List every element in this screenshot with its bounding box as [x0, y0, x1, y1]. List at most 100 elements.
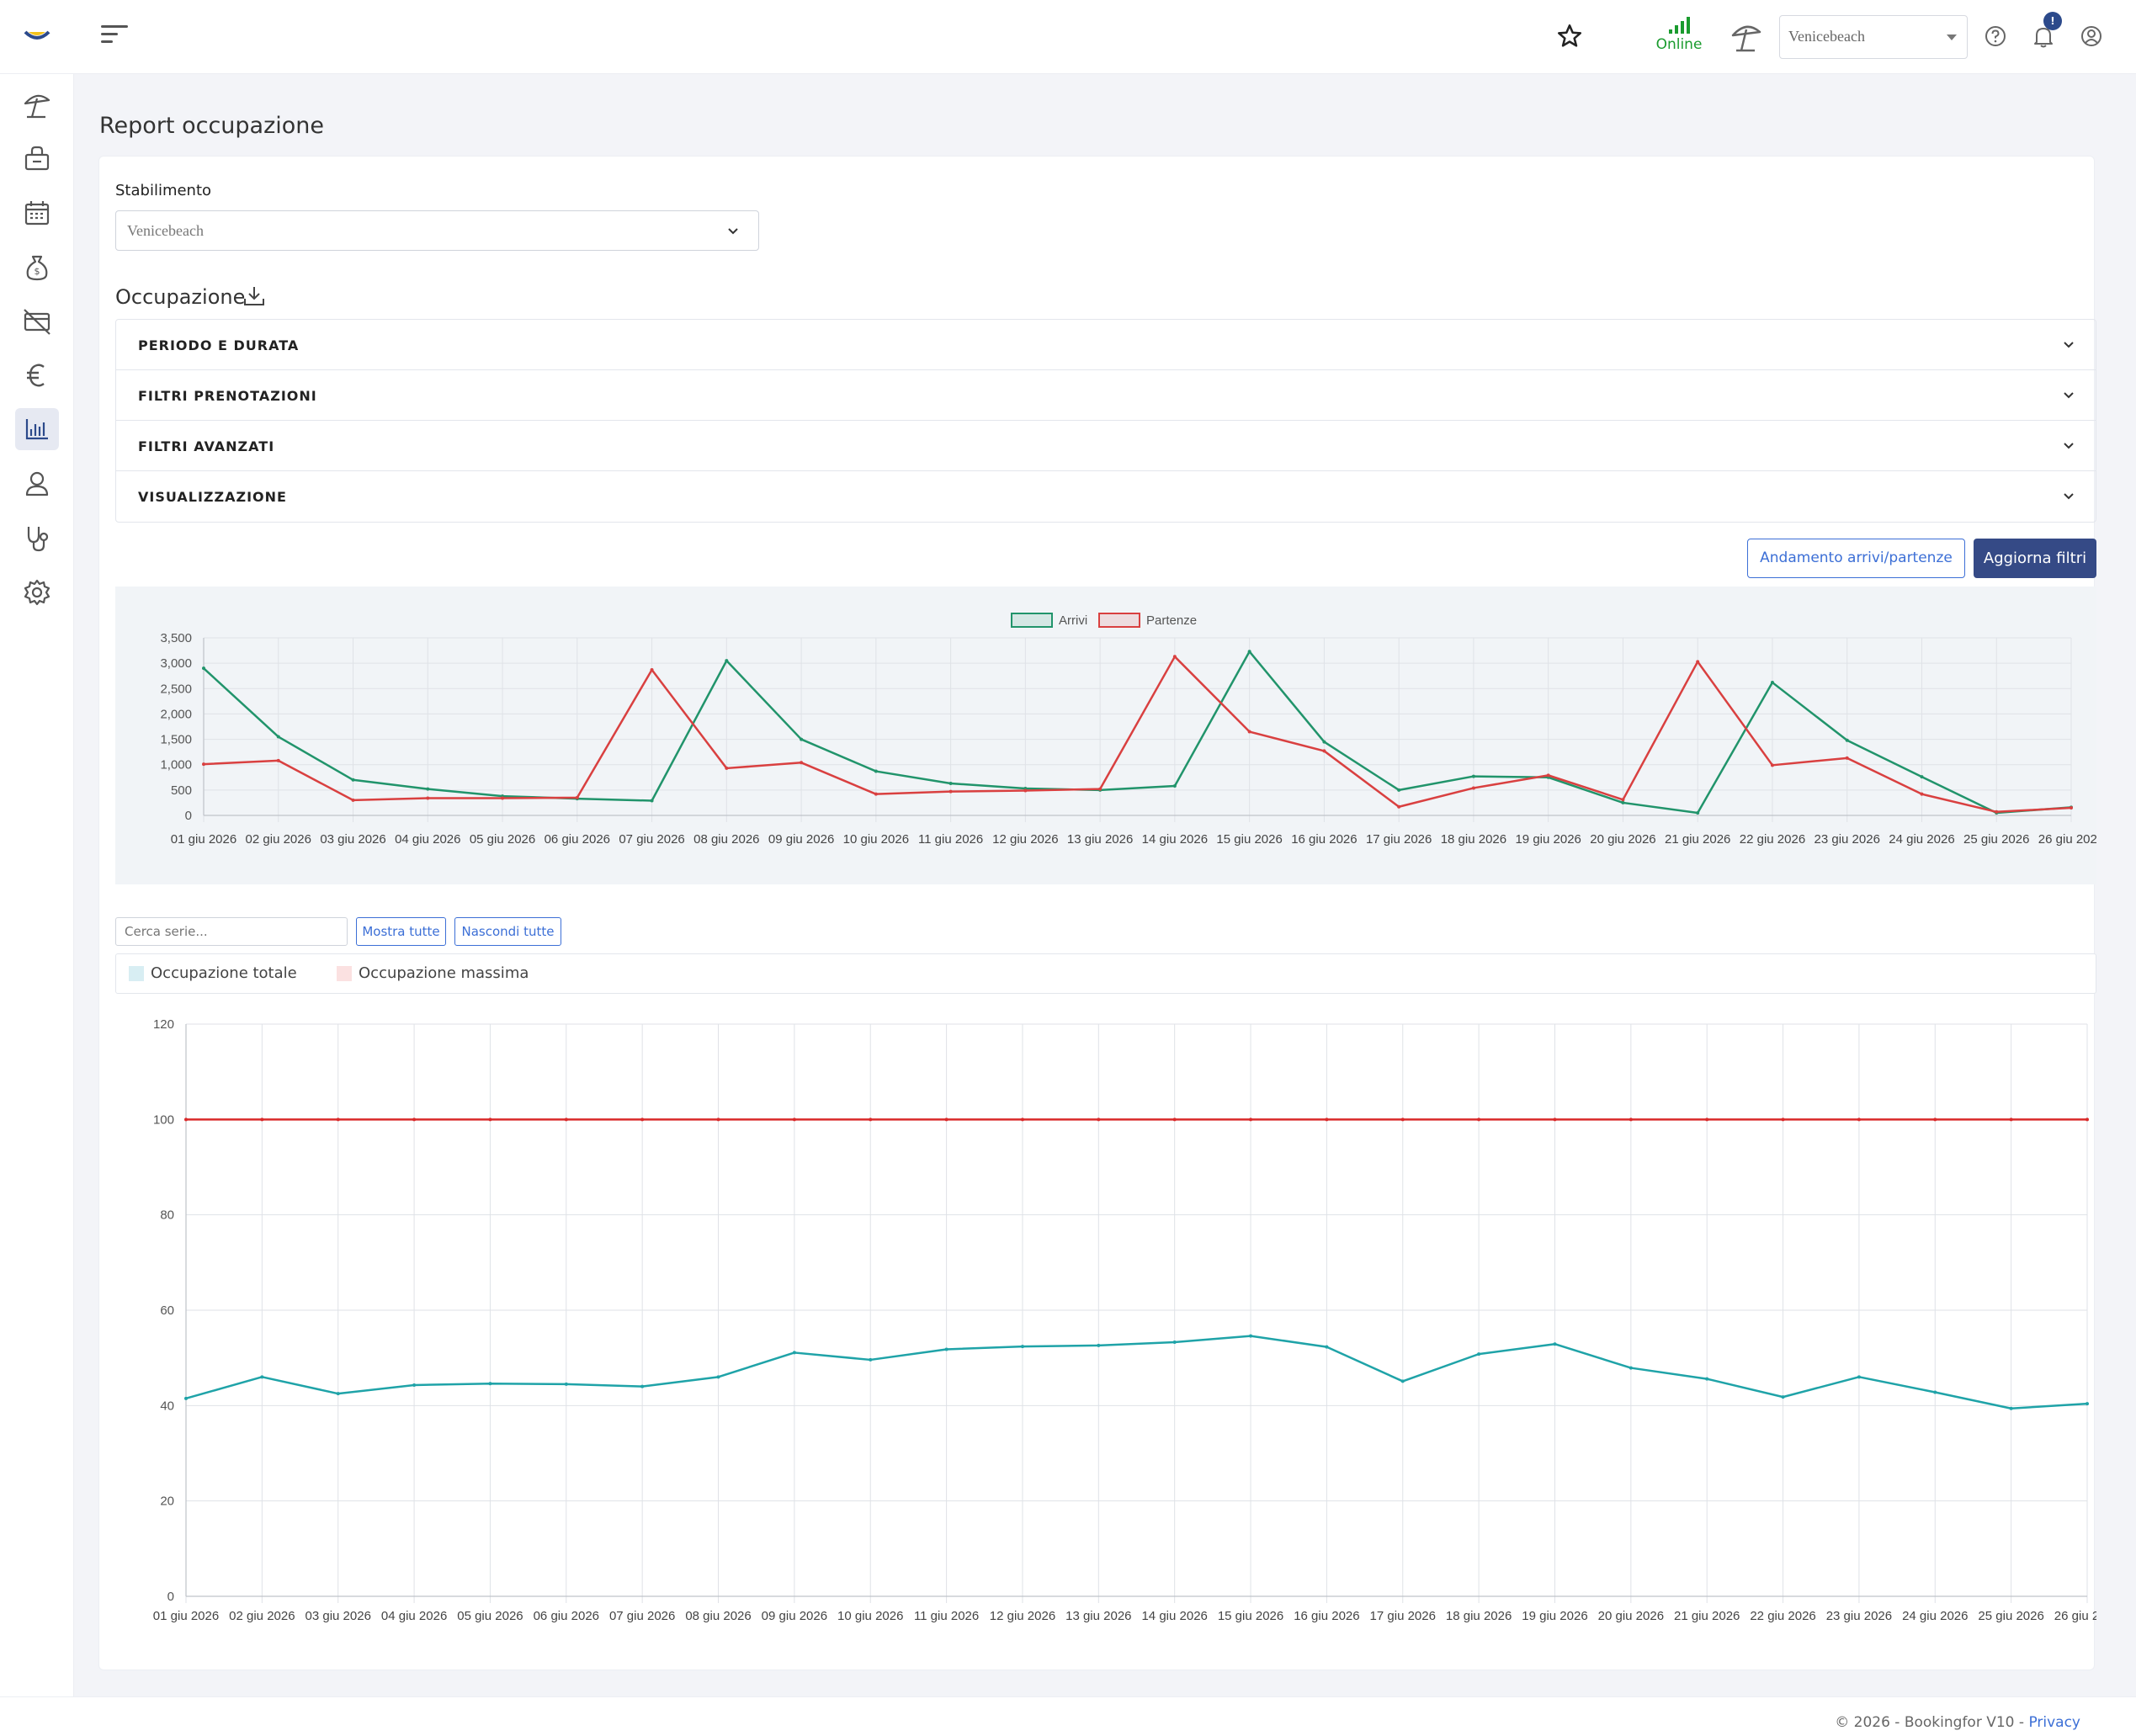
data-point	[874, 769, 878, 773]
x-tick-label: 24 giu 2026	[1889, 832, 1954, 847]
bar-chart-icon	[25, 419, 48, 440]
x-tick-label: 18 giu 2026	[1446, 1609, 1512, 1623]
hide-all-button[interactable]: Nascondi tutte	[454, 917, 561, 946]
accordion-periodo[interactable]: PERIODO E DURATA	[116, 320, 2096, 370]
x-tick-label: 08 giu 2026	[693, 832, 759, 847]
y-tick-label: 40	[160, 1399, 174, 1413]
x-tick-label: 22 giu 2026	[1740, 832, 1805, 847]
star-icon[interactable]	[1555, 22, 1584, 50]
data-point	[1781, 1395, 1785, 1399]
x-tick-label: 18 giu 2026	[1441, 832, 1506, 847]
app-logo[interactable]	[22, 25, 52, 45]
data-point	[1705, 1118, 1709, 1122]
data-point	[1995, 810, 1999, 814]
sidebar-item-money[interactable]: $	[15, 247, 59, 289]
accordion-filtri-prenotazioni[interactable]: FILTRI PRENOTAZIONI	[116, 370, 2096, 421]
data-point	[1247, 650, 1251, 654]
help-icon[interactable]	[1983, 24, 2008, 49]
data-point	[716, 1375, 720, 1379]
sidebar-item-settings[interactable]	[15, 571, 59, 613]
sidebar-item-calendar[interactable]	[15, 192, 59, 234]
euro-icon	[27, 364, 45, 387]
data-point	[1920, 792, 1924, 796]
notification-badge: !	[2043, 12, 2062, 30]
chevron-down-icon	[2064, 392, 2074, 399]
data-point	[1696, 660, 1700, 664]
data-point	[1471, 774, 1475, 778]
data-point	[1020, 1118, 1024, 1122]
download-icon[interactable]	[242, 284, 267, 309]
andamento-button[interactable]: Andamento arrivi/partenze	[1747, 539, 1965, 578]
top-bar: Online Venicebeach !	[0, 0, 2136, 74]
x-tick-label: 11 giu 2026	[914, 1609, 979, 1623]
bell-icon[interactable]	[2031, 24, 2056, 49]
y-tick-label: 3,000	[160, 656, 192, 671]
x-tick-label: 20 giu 2026	[1598, 1609, 1664, 1623]
page-title: Report occupazione	[99, 113, 325, 139]
x-tick-label: 09 giu 2026	[762, 1609, 827, 1623]
x-tick-label: 12 giu 2026	[992, 832, 1058, 847]
data-point	[1770, 681, 1774, 685]
menu-icon[interactable]	[101, 25, 128, 47]
x-tick-label: 19 giu 2026	[1515, 832, 1581, 847]
online-status: Online	[1653, 17, 1705, 53]
data-point	[2009, 1406, 2013, 1410]
legend-item-occupazione-totale[interactable]: Occupazione totale	[129, 964, 297, 982]
data-point	[1629, 1366, 1633, 1370]
data-point	[1322, 749, 1326, 753]
y-tick-label: 2,000	[160, 707, 192, 721]
x-tick-label: 20 giu 2026	[1590, 832, 1655, 847]
y-tick-label: 100	[153, 1112, 174, 1127]
sidebar-item-euro[interactable]	[15, 354, 59, 396]
copyright: © 2026 - Bookingfor V10 -	[1835, 1714, 2029, 1731]
footer: © 2026 - Bookingfor V10 - Privacy	[0, 1696, 2136, 1736]
x-tick-label: 07 giu 2026	[609, 1609, 675, 1623]
y-tick-label: 1,500	[160, 733, 192, 747]
x-tick-label: 01 giu 2026	[153, 1609, 219, 1623]
data-point	[564, 1382, 568, 1386]
data-point	[412, 1383, 417, 1387]
y-tick-label: 3,500	[160, 631, 192, 645]
x-tick-label: 10 giu 2026	[843, 832, 909, 847]
stethoscope-icon	[27, 527, 49, 552]
sidebar-item-card-off[interactable]	[15, 300, 59, 342]
accordion-label: PERIODO E DURATA	[138, 337, 300, 353]
data-point	[1249, 1118, 1253, 1122]
caret-down-icon	[1947, 35, 1957, 40]
x-tick-label: 15 giu 2026	[1218, 1609, 1283, 1623]
x-tick-label: 13 giu 2026	[1067, 832, 1133, 847]
sidebar-item-umbrella[interactable]	[15, 84, 59, 126]
show-all-button[interactable]: Mostra tutte	[356, 917, 446, 946]
accordion-visualizzazione[interactable]: VISUALIZZAZIONE	[116, 471, 2096, 522]
site-select[interactable]: Venicebeach	[1779, 15, 1968, 59]
stabilimento-select[interactable]: Venicebeach	[115, 210, 759, 251]
umbrella-icon[interactable]	[1730, 20, 1763, 54]
sidebar-item-health[interactable]	[15, 518, 59, 560]
data-point	[800, 761, 804, 765]
accordion-filtri-avanzati[interactable]: FILTRI AVANZATI	[116, 421, 2096, 471]
privacy-link[interactable]: Privacy	[2028, 1714, 2080, 1731]
sidebar-item-user[interactable]	[15, 463, 59, 505]
data-point	[488, 1382, 492, 1386]
y-tick-label: 2,500	[160, 682, 192, 696]
sidebar-item-reports[interactable]	[15, 408, 59, 450]
data-point	[1629, 1118, 1633, 1122]
x-tick-label: 22 giu 2026	[1750, 1609, 1815, 1623]
aggiorna-filtri-button[interactable]: Aggiorna filtri	[1974, 539, 2096, 578]
legend-item-occupazione-massima[interactable]: Occupazione massima	[337, 964, 529, 982]
data-point	[1553, 1342, 1557, 1346]
data-point	[184, 1118, 188, 1122]
x-tick-label: 25 giu 2026	[1963, 832, 2029, 847]
user-circle-icon[interactable]	[2079, 24, 2104, 49]
data-point	[1020, 1345, 1024, 1349]
data-point	[1172, 655, 1177, 659]
series-search-input[interactable]	[115, 917, 348, 946]
x-tick-label: 04 giu 2026	[381, 1609, 447, 1623]
x-tick-label: 23 giu 2026	[1815, 832, 1880, 847]
x-tick-label: 12 giu 2026	[990, 1609, 1055, 1623]
data-point	[792, 1351, 796, 1355]
sidebar-item-bag[interactable]	[15, 138, 59, 180]
data-point	[1845, 756, 1849, 760]
x-tick-label: 03 giu 2026	[306, 1609, 371, 1623]
data-point	[1705, 1377, 1709, 1381]
